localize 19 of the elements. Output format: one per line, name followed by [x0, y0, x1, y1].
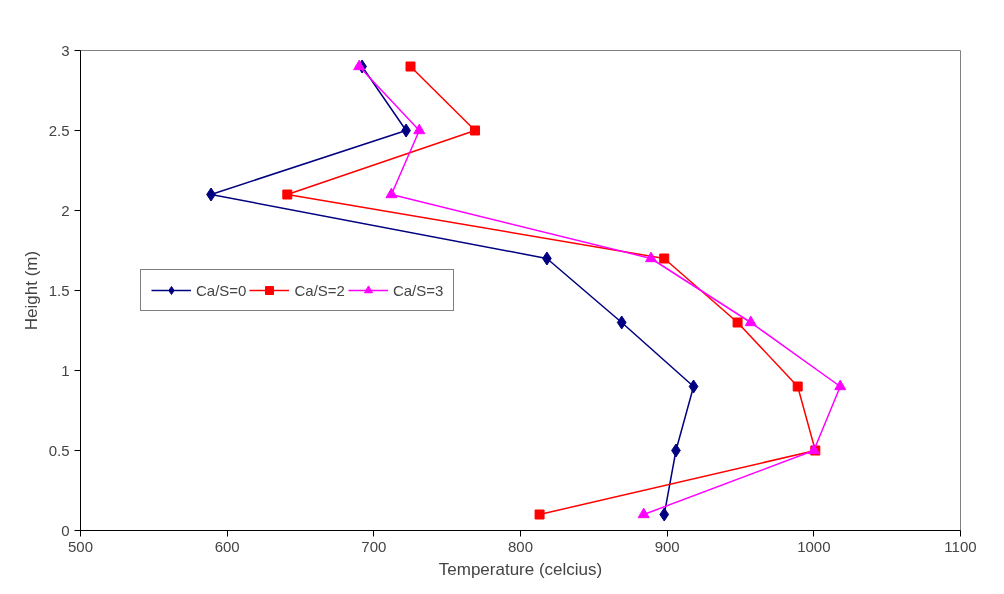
legend-label: Ca/S=0 — [196, 281, 247, 299]
y-tick-label: 0 — [61, 521, 70, 539]
x-axis-title: Temperature (celcius) — [438, 559, 603, 579]
x-tick-label: 800 — [507, 537, 534, 555]
x-tick-label: 1100 — [944, 537, 977, 555]
y-tick-label: 0.5 — [48, 441, 70, 459]
legend-label: Ca/S=2 — [294, 281, 345, 299]
x-tick-label: 500 — [67, 537, 94, 555]
x-tick-label: 700 — [361, 537, 387, 555]
x-tick-label: 1000 — [797, 537, 831, 555]
y-tick-label: 2 — [61, 201, 70, 219]
y-tick-label: 1.5 — [48, 281, 70, 299]
x-tick-label: 600 — [214, 537, 240, 555]
y-axis-title: Height (m) — [21, 250, 41, 331]
x-tick-label: 900 — [654, 537, 680, 555]
y-tick-label: 1 — [61, 361, 70, 379]
legend-label: Ca/S=3 — [392, 281, 444, 299]
y-tick-label: 2.5 — [48, 121, 70, 139]
y-tick-label: 3 — [61, 41, 70, 59]
